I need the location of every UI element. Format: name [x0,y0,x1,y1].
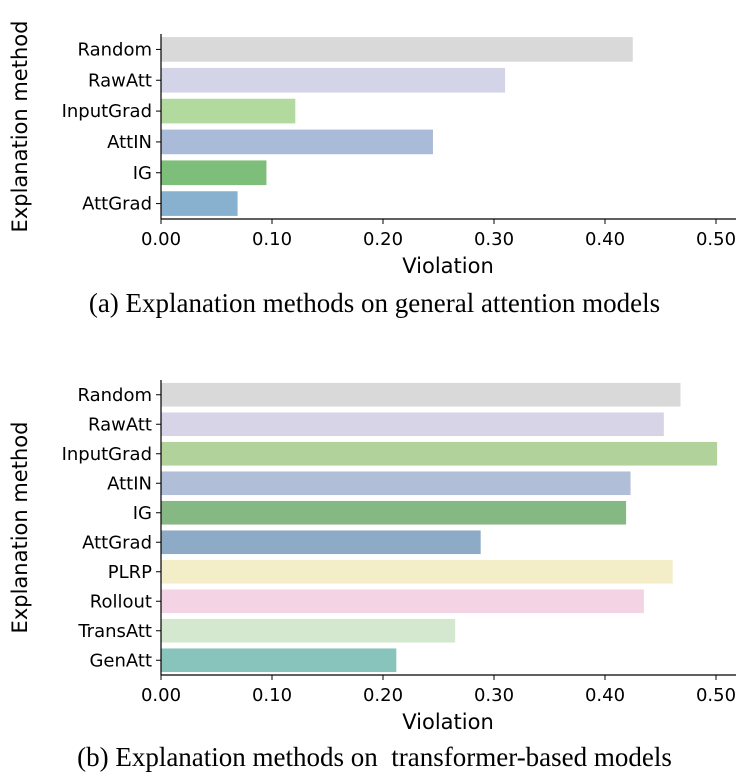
caption-a: (a) Explanation methods on general atten… [88,288,661,318]
y-tick-label: Rollout [90,591,152,612]
y-tick-label: GenAtt [89,650,152,671]
x-tick-label: 0.50 [696,685,736,706]
x-tick-label: 0.20 [363,229,403,250]
y-tick-label: IG [133,503,152,524]
y-axis-label: Explanation method [8,422,32,634]
y-tick-label: PLRP [108,562,152,583]
bar-transatt [161,618,456,643]
bar-inputgrad [161,98,296,124]
y-tick-label: Random [77,39,152,60]
bar-genatt [161,648,397,673]
bar-attin [161,129,433,155]
bar-attgrad [161,530,481,555]
bar-rollout [161,589,644,614]
bar-rawatt [161,412,664,437]
y-tick-label: Random [77,385,152,406]
x-tick-label: 0.50 [696,229,736,250]
x-tick-label: 0.30 [474,685,514,706]
y-tick-label: AttGrad [82,532,152,553]
chart-transformer-based: Random RawAtt InputGrad AttIN IG AttGrad PLRP R… [8,380,736,734]
y-tick-label: InputGrad [62,101,152,122]
y-tick-label: TransAtt [77,621,152,642]
x-tick-label: 0.20 [363,685,403,706]
x-tick-label: 0.00 [141,685,181,706]
x-tick-label: 0.40 [585,685,625,706]
bar-rawatt [161,67,506,93]
x-tick-label: 0.30 [474,229,514,250]
bar-ig [161,500,627,525]
bar-random [161,382,681,407]
y-tick-label: AttIN [107,132,152,153]
x-axis-label: Violation [402,710,494,734]
y-tick-label: AttGrad [82,194,152,215]
bar-inputgrad [161,441,718,466]
y-tick-label: IG [133,163,152,184]
x-tick-label: 0.00 [141,229,181,250]
y-tick-label: AttIN [107,473,152,494]
x-tick-label: 0.40 [585,229,625,250]
y-tick-label: RawAtt [88,414,152,435]
y-axis-label: Explanation method [8,21,32,233]
x-tick-label: 0.10 [252,685,292,706]
bar-attgrad [161,191,238,216]
bar-attin [161,471,631,496]
bar-ig [161,160,267,186]
chart-general-attention: Random RawAtt InputGrad AttIN IG AttGrad 0.00 0… [8,21,736,278]
y-tick-label: RawAtt [88,70,152,91]
x-tick-label: 0.10 [252,229,292,250]
x-axis-label: Violation [402,254,494,278]
caption-b: (b) Explanation methods on transformer-b… [77,742,672,772]
bar-plrp [161,559,673,584]
y-tick-label: InputGrad [62,444,152,465]
bar-random [161,37,633,62]
